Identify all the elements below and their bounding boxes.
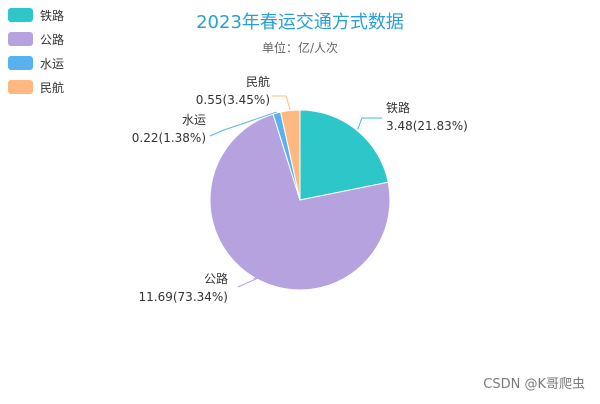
legend-label-series-2[interactable]: 公路 (40, 32, 64, 47)
slice-value-label-series-3: 0.22(1.38%) (132, 131, 206, 145)
legend-swatch-series-3[interactable] (8, 56, 33, 70)
slice-name-label-series-4: 民航 (246, 74, 270, 89)
legend-swatch-series-4[interactable] (8, 80, 33, 94)
slice-value-label-series-1: 3.48(21.83%) (386, 119, 468, 133)
watermark-text: CSDN @K哥爬虫 (483, 377, 585, 392)
legend-label-series-1[interactable]: 铁路 (40, 8, 64, 23)
slice-name-label-series-1: 铁路 (386, 100, 410, 115)
legend-swatch-series-2[interactable] (8, 32, 33, 46)
pie-slice-series-4[interactable] (280, 109, 301, 201)
slice-name-label-series-3: 水运 (182, 113, 206, 127)
slice-name-label-series-2: 公路 (204, 271, 228, 286)
legend-label-series-4[interactable]: 民航 (40, 80, 64, 95)
chart-subtitle: 单位：亿/人次 (262, 40, 338, 55)
label-line-series-2 (237, 277, 259, 288)
slice-value-label-series-2: 11.69(73.34%) (139, 290, 228, 304)
label-line-series-4 (272, 95, 291, 110)
label-line-series-1 (357, 117, 382, 130)
label-line-series-3 (209, 111, 277, 137)
pie-slice-series-1[interactable] (299, 109, 389, 201)
pie-slice-series-2[interactable] (209, 113, 391, 291)
chart-title: 2023年春运交通方式数据 (196, 12, 404, 33)
pie-labels: 铁路 3.48(21.83%) 公路 11.69(73.34%) 水运 0.22(1.38… (132, 74, 468, 304)
slice-value-label-series-4: 0.55(3.45%) (196, 93, 270, 107)
pie-slices (209, 109, 391, 291)
legend-swatch-series-1[interactable] (8, 8, 33, 22)
legend-label-series-3[interactable]: 水运 (40, 57, 64, 71)
